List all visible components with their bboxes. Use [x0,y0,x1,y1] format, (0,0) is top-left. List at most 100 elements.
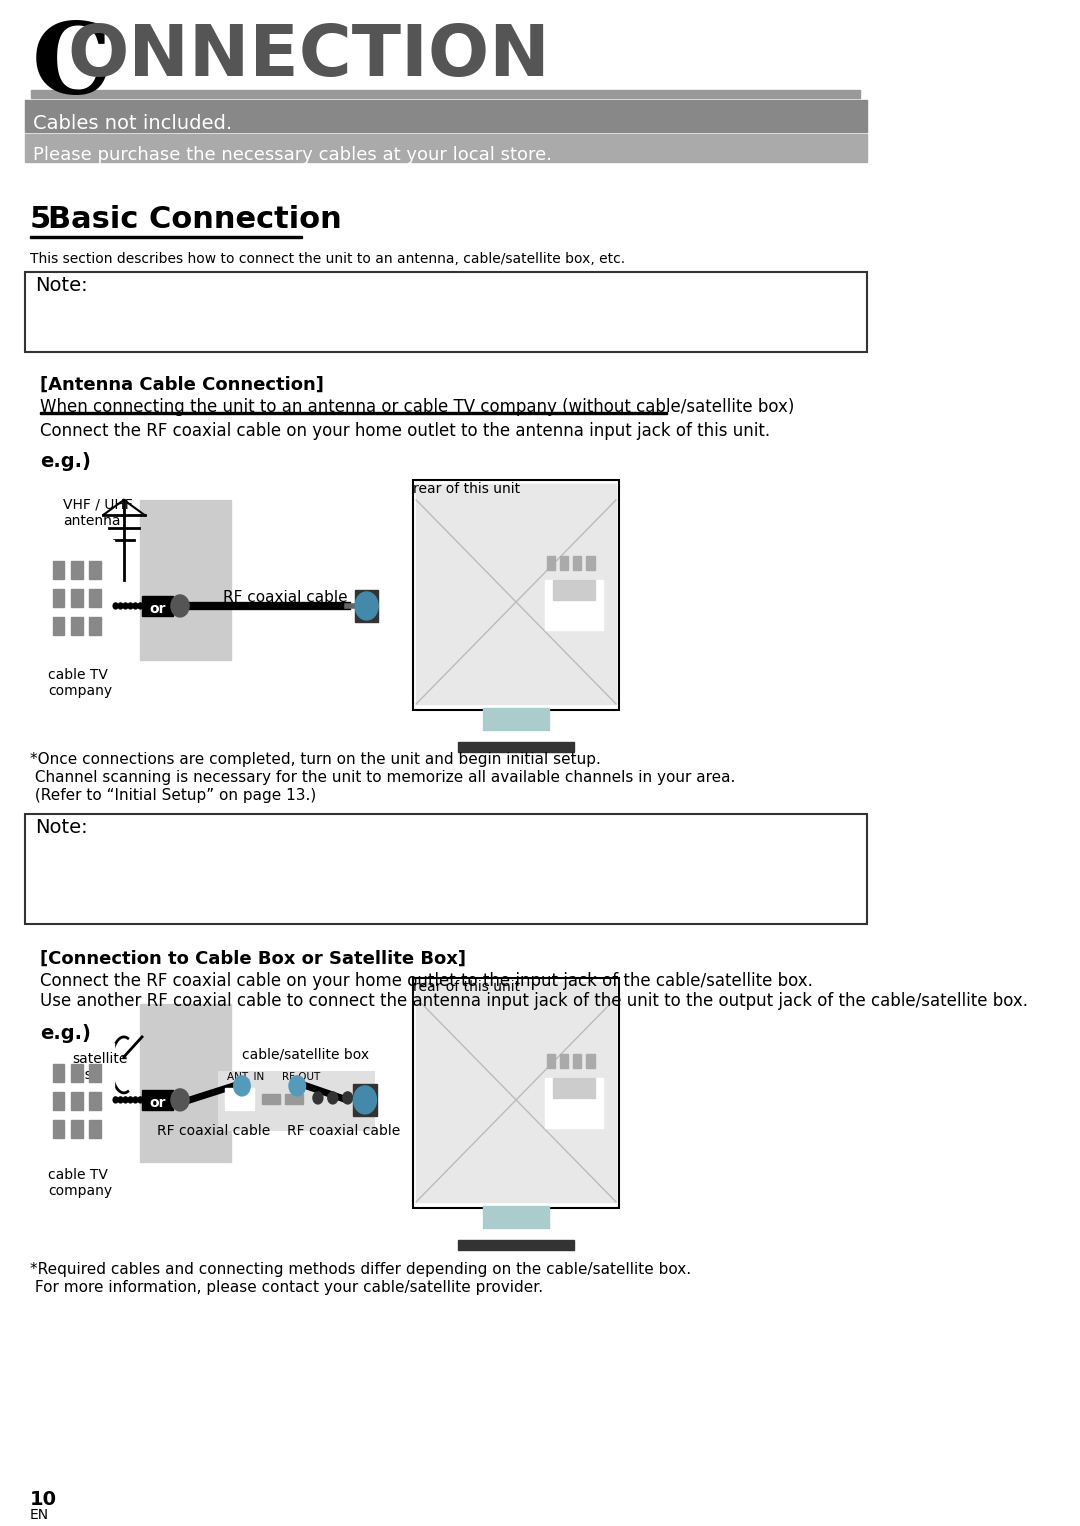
Bar [90,1120,100,1138]
Bar [545,1077,603,1128]
Bar [53,1093,65,1109]
Bar [458,1241,573,1250]
Text: (Refer to “Initial Setup” on page 13.): (Refer to “Initial Setup” on page 13.) [30,787,316,803]
Bar [413,978,619,1209]
Bar [30,237,302,238]
Bar [48,1042,114,1158]
Bar [71,1064,82,1082]
Circle shape [353,1087,377,1114]
Text: Note:: Note: [35,818,87,836]
Bar [140,501,231,659]
Bar [586,1054,594,1068]
Bar [483,1206,549,1228]
Bar [71,1120,82,1138]
Text: VHF / UHF
antenna: VHF / UHF antenna [63,497,133,528]
Text: This section describes how to connect the unit to an antenna, cable/satellite bo: This section describes how to connect th… [30,252,625,266]
Circle shape [289,1076,306,1096]
Text: ANT. IN: ANT. IN [227,1071,265,1082]
Bar [90,617,100,635]
Bar [261,1094,280,1103]
Bar [90,1064,100,1082]
Bar [355,591,378,623]
Text: satellite
dish: satellite dish [72,1051,129,1082]
Circle shape [133,1097,138,1103]
Bar [226,1088,254,1109]
Bar [483,708,549,729]
Text: cable/satellite box: cable/satellite box [242,1048,369,1062]
Bar [90,562,100,578]
Circle shape [355,592,378,620]
Text: RF OUT: RF OUT [282,1071,320,1082]
Circle shape [313,1093,323,1103]
Bar [71,589,82,607]
Text: rear of this unit: rear of this unit [413,482,519,496]
Bar [546,555,555,569]
Circle shape [118,1097,123,1103]
Text: cable TV
company: cable TV company [48,1167,112,1198]
Bar [545,580,603,630]
Text: Use another RF coaxial cable to connect the antenna input jack of the unit to th: Use another RF coaxial cable to connect … [40,992,1028,1010]
Bar [143,1090,174,1109]
Bar [90,589,100,607]
Bar [219,1071,374,1129]
Circle shape [143,1097,148,1103]
Bar [573,555,581,569]
Text: e.g.): e.g.) [40,1024,91,1042]
Circle shape [328,1093,338,1103]
Text: rear of this unit: rear of this unit [413,980,519,993]
Bar [25,134,867,162]
Bar [53,562,65,578]
Text: Basic Connection: Basic Connection [48,204,341,233]
Text: RF coaxial cable: RF coaxial cable [157,1123,270,1138]
Text: [Antenna Cable Connection]: [Antenna Cable Connection] [40,375,324,394]
Bar [31,90,861,98]
Bar [546,1054,555,1068]
Text: Cables not included.: Cables not included. [33,114,232,133]
Text: or: or [149,1096,166,1109]
Circle shape [113,603,118,609]
Bar [559,555,568,569]
Bar [25,101,867,131]
Bar [553,1077,594,1097]
Text: or: or [149,601,166,617]
Bar [25,272,867,353]
Bar [573,1054,581,1068]
Bar [353,1083,377,1116]
Bar [90,1093,100,1109]
Bar [143,597,174,617]
Bar [53,1064,65,1082]
Bar [416,981,616,1202]
Text: When connecting the unit to an antenna or cable TV company (without cable/satell: When connecting the unit to an antenna o… [40,398,794,417]
Bar [71,562,82,578]
Circle shape [123,1097,129,1103]
Circle shape [138,603,143,609]
Text: 5: 5 [30,204,51,233]
Bar [25,813,867,923]
Bar [458,742,573,752]
Text: Connect the RF coaxial cable on your home outlet to the input jack of the cable/: Connect the RF coaxial cable on your hom… [40,972,812,990]
Bar [53,1120,65,1138]
Text: cable TV
company: cable TV company [48,668,112,697]
Text: Please purchase the necessary cables at your local store.: Please purchase the necessary cables at … [33,146,552,163]
Circle shape [143,603,148,609]
Text: For more information, please contact your cable/satellite provider.: For more information, please contact you… [30,1280,543,1296]
Text: 10: 10 [30,1489,57,1509]
Bar [416,484,616,703]
Bar [586,555,594,569]
Circle shape [171,1090,189,1111]
Circle shape [133,603,138,609]
Text: ONNECTION: ONNECTION [68,21,551,92]
Bar [553,580,594,600]
Bar [413,481,619,710]
Text: *Once connections are completed, turn on the unit and begin initial setup.: *Once connections are completed, turn on… [30,752,600,768]
Bar [71,617,82,635]
Text: RF coaxial cable: RF coaxial cable [222,591,348,604]
Circle shape [233,1076,251,1096]
Text: *Required cables and connecting methods differ depending on the cable/satellite : *Required cables and connecting methods … [30,1262,691,1277]
Bar [71,1093,82,1109]
Bar [53,617,65,635]
Text: Note:: Note: [35,276,87,295]
Circle shape [171,595,189,617]
Bar [53,589,65,607]
Text: Channel scanning is necessary for the unit to memorize all available channels in: Channel scanning is necessary for the un… [30,771,735,784]
